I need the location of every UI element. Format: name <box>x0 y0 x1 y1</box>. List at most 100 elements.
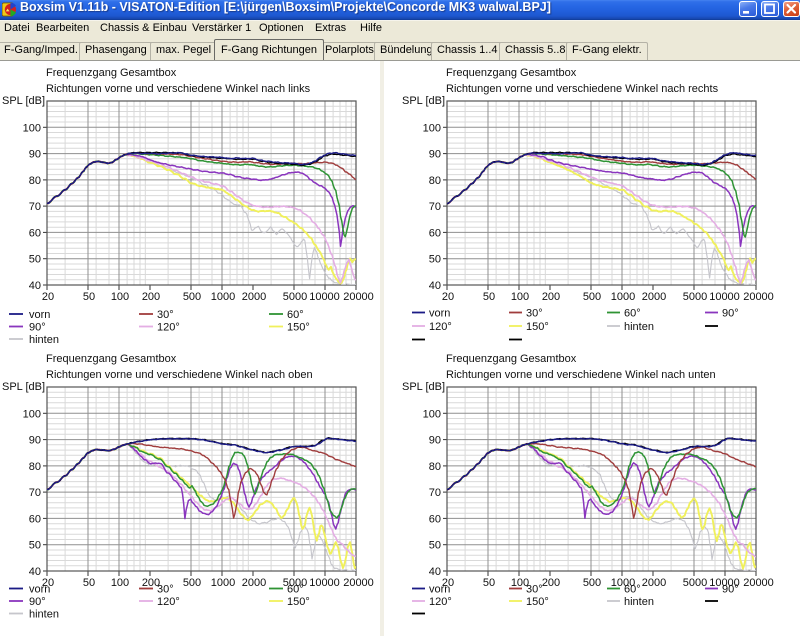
svg-text:2000: 2000 <box>642 291 666 303</box>
svg-text:SPL [dB]: SPL [dB] <box>402 381 445 393</box>
svg-text:Richtungen vorne und verschied: Richtungen vorne und verschiedene Winkel… <box>446 369 716 381</box>
svg-text:SPL [dB]: SPL [dB] <box>402 95 445 107</box>
svg-text:2000: 2000 <box>242 291 266 303</box>
svg-text:90°: 90° <box>722 308 739 320</box>
svg-text:100: 100 <box>423 122 441 134</box>
svg-text:150°: 150° <box>287 596 310 608</box>
svg-text:50: 50 <box>29 540 41 552</box>
svg-text:vorn: vorn <box>429 308 450 320</box>
svg-text:hinten: hinten <box>29 334 59 346</box>
svg-text:40: 40 <box>29 280 41 292</box>
svg-text:10000: 10000 <box>709 291 740 303</box>
svg-text:Frequenzgang Gesamtbox: Frequenzgang Gesamtbox <box>46 353 177 365</box>
svg-text:150°: 150° <box>526 596 549 608</box>
svg-text:50: 50 <box>429 540 441 552</box>
svg-text:60: 60 <box>29 227 41 239</box>
svg-text:5000: 5000 <box>283 577 307 589</box>
svg-text:90°: 90° <box>29 322 46 334</box>
svg-text:50: 50 <box>483 577 495 589</box>
svg-text:5000: 5000 <box>683 291 707 303</box>
svg-text:60°: 60° <box>287 309 304 321</box>
svg-text:120°: 120° <box>157 596 180 608</box>
svg-text:100: 100 <box>511 577 529 589</box>
svg-text:SPL [dB]: SPL [dB] <box>2 381 45 393</box>
svg-text:70: 70 <box>429 487 441 499</box>
svg-text:60: 60 <box>29 513 41 525</box>
svg-text:Richtungen vorne und verschied: Richtungen vorne und verschiedene Winkel… <box>46 83 311 95</box>
svg-text:120°: 120° <box>429 596 452 608</box>
svg-text:10000: 10000 <box>309 577 340 589</box>
svg-text:120°: 120° <box>429 321 452 333</box>
svg-text:200: 200 <box>542 291 560 303</box>
svg-text:100: 100 <box>511 291 529 303</box>
svg-text:5000: 5000 <box>283 291 307 303</box>
svg-text:90°: 90° <box>722 584 739 596</box>
svg-text:200: 200 <box>542 577 560 589</box>
svg-text:90: 90 <box>29 149 41 161</box>
svg-text:hinten: hinten <box>624 596 654 608</box>
svg-text:20000: 20000 <box>743 577 774 589</box>
svg-text:Richtungen vorne und verschied: Richtungen vorne und verschiedene Winkel… <box>46 369 313 381</box>
svg-text:hinten: hinten <box>624 321 654 333</box>
svg-text:20000: 20000 <box>343 291 374 303</box>
svg-text:150°: 150° <box>287 322 310 334</box>
svg-text:60: 60 <box>429 513 441 525</box>
svg-text:20000: 20000 <box>343 577 374 589</box>
svg-text:Frequenzgang Gesamtbox: Frequenzgang Gesamtbox <box>446 353 577 365</box>
svg-text:60°: 60° <box>287 584 304 596</box>
svg-text:500: 500 <box>183 577 201 589</box>
svg-text:60°: 60° <box>624 584 641 596</box>
svg-text:20: 20 <box>442 577 454 589</box>
svg-text:10000: 10000 <box>309 291 340 303</box>
svg-text:80: 80 <box>29 175 41 187</box>
svg-text:2000: 2000 <box>642 577 666 589</box>
svg-text:40: 40 <box>29 566 41 578</box>
svg-text:500: 500 <box>583 577 601 589</box>
svg-text:1000: 1000 <box>611 577 635 589</box>
svg-text:Frequenzgang Gesamtbox: Frequenzgang Gesamtbox <box>446 67 577 79</box>
svg-text:100: 100 <box>23 408 41 420</box>
svg-text:vorn: vorn <box>29 584 50 596</box>
svg-text:20000: 20000 <box>743 291 774 303</box>
svg-text:80: 80 <box>429 175 441 187</box>
svg-text:1000: 1000 <box>211 577 235 589</box>
svg-text:90°: 90° <box>29 596 46 608</box>
svg-text:50: 50 <box>483 291 495 303</box>
svg-text:100: 100 <box>111 577 129 589</box>
svg-text:30°: 30° <box>526 308 543 320</box>
svg-text:200: 200 <box>142 291 160 303</box>
svg-text:500: 500 <box>583 291 601 303</box>
svg-text:30°: 30° <box>526 584 543 596</box>
svg-text:90: 90 <box>29 435 41 447</box>
svg-text:20: 20 <box>42 577 54 589</box>
svg-text:2000: 2000 <box>242 577 266 589</box>
svg-text:70: 70 <box>429 201 441 213</box>
svg-text:1000: 1000 <box>211 291 235 303</box>
svg-text:80: 80 <box>429 461 441 473</box>
svg-text:30°: 30° <box>157 584 174 596</box>
svg-text:80: 80 <box>29 461 41 473</box>
svg-text:1000: 1000 <box>611 291 635 303</box>
svg-text:5000: 5000 <box>683 577 707 589</box>
svg-text:hinten: hinten <box>29 609 59 621</box>
svg-text:30°: 30° <box>157 309 174 321</box>
svg-text:vorn: vorn <box>429 584 450 596</box>
svg-text:100: 100 <box>23 122 41 134</box>
svg-text:50: 50 <box>83 577 95 589</box>
svg-text:70: 70 <box>29 201 41 213</box>
svg-text:120°: 120° <box>157 322 180 334</box>
svg-text:20: 20 <box>442 291 454 303</box>
svg-text:SPL [dB]: SPL [dB] <box>2 95 45 107</box>
svg-text:50: 50 <box>29 254 41 266</box>
svg-text:200: 200 <box>142 577 160 589</box>
svg-text:60: 60 <box>429 227 441 239</box>
svg-text:100: 100 <box>111 291 129 303</box>
svg-text:10000: 10000 <box>709 577 740 589</box>
svg-text:150°: 150° <box>526 321 549 333</box>
svg-text:20: 20 <box>42 291 54 303</box>
svg-text:vorn: vorn <box>29 309 50 321</box>
svg-text:40: 40 <box>429 280 441 292</box>
svg-text:50: 50 <box>83 291 95 303</box>
svg-text:60°: 60° <box>624 308 641 320</box>
svg-text:40: 40 <box>429 566 441 578</box>
